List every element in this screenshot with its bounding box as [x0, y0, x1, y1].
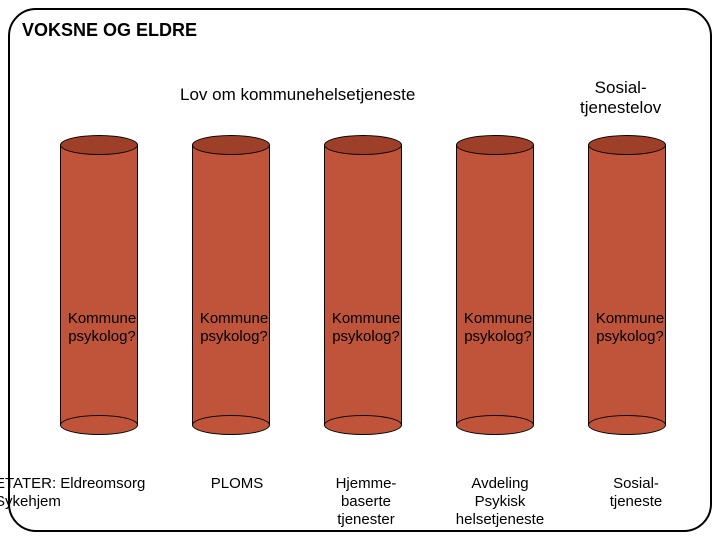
pillar-mid-label: Kommune psykolog? — [318, 310, 414, 346]
pillar-bottom-label: Hjemme- baserte tjenester — [316, 475, 416, 529]
pillar-top-ellipse — [588, 135, 666, 155]
pillar-body — [456, 145, 534, 425]
pillar — [324, 135, 402, 435]
pillar-top-ellipse — [60, 135, 138, 155]
pillar-top-ellipse — [456, 135, 534, 155]
pillar-body — [324, 145, 402, 425]
pillar-bottom-label: PLOMS — [192, 475, 282, 493]
pillar-mid-label: Kommune psykolog? — [450, 310, 546, 346]
pillar-bottom-ellipse — [192, 415, 270, 435]
slide-title: VOKSNE OG ELDRE — [22, 20, 197, 41]
pillar-bottom-ellipse — [456, 415, 534, 435]
pillar-bottom-ellipse — [588, 415, 666, 435]
header-right: Sosial- tjenestelov — [580, 78, 661, 118]
pillar — [588, 135, 666, 435]
pillar-body — [60, 145, 138, 425]
pillar-mid-label: Kommune psykolog? — [186, 310, 282, 346]
pillar — [192, 135, 270, 435]
pillar-body — [588, 145, 666, 425]
pillar-mid-label: Kommune psykolog? — [582, 310, 678, 346]
pillar-top-ellipse — [192, 135, 270, 155]
pillar-bottom-ellipse — [60, 415, 138, 435]
pillar — [456, 135, 534, 435]
pillar-top-ellipse — [324, 135, 402, 155]
pillar-bottom-label: ETATER: Eldreomsorg Sykehjem — [0, 475, 175, 511]
pillar — [60, 135, 138, 435]
pillar-bottom-label: Sosial- tjeneste — [586, 475, 686, 511]
header-left: Lov om kommunehelsetjeneste — [180, 85, 415, 105]
pillar-bottom-ellipse — [324, 415, 402, 435]
pillar-mid-label: Kommune psykolog? — [54, 310, 150, 346]
pillar-bottom-label: Avdeling Psykisk helsetjeneste — [440, 475, 560, 529]
pillar-body — [192, 145, 270, 425]
